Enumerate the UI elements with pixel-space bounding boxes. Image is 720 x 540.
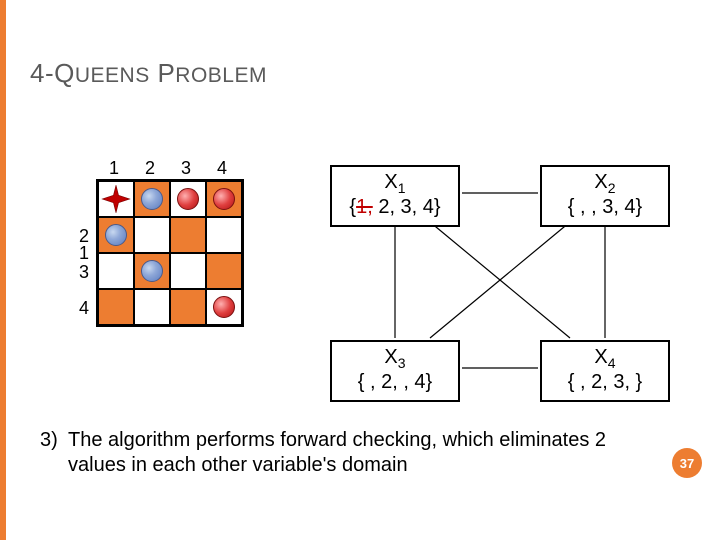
board-cell [170, 217, 206, 253]
board-cell [98, 253, 134, 289]
board-cell [134, 181, 170, 217]
blue-marker-icon [105, 224, 127, 246]
row-label: 2 [72, 226, 96, 247]
col-label: 1 [96, 158, 132, 179]
slide-title: 4-QUEENS PROBLEM [30, 58, 267, 89]
row-label: 4 [72, 298, 96, 319]
board-cell [98, 217, 134, 253]
caption: 3)The algorithm performs forward checkin… [40, 428, 640, 478]
board-cell [170, 289, 206, 325]
chessboard: 1 2 3 4 1 234 [72, 158, 244, 327]
red-marker-icon [213, 296, 235, 318]
queen-star-icon [101, 184, 131, 214]
caption-number: 3) [40, 428, 68, 453]
variable-name: X4 [552, 346, 658, 371]
variable-box-x3: X3{ , 2, , 4} [330, 340, 460, 402]
board-cell [206, 253, 242, 289]
title-4: 4 [30, 58, 45, 88]
board-cell [134, 253, 170, 289]
red-marker-icon [213, 188, 235, 210]
title-ueens: UEENS [75, 64, 150, 87]
col-label: 3 [168, 158, 204, 179]
variable-domain: { , , 3, 4} [568, 196, 643, 218]
variable-domain: {1, 2, 3, 4} [349, 196, 440, 218]
col-label: 2 [132, 158, 168, 179]
blue-marker-icon [141, 260, 163, 282]
variable-domain: { , 2, 3, } [568, 371, 643, 393]
variable-domain: { , 2, , 4} [358, 371, 433, 393]
variable-name: X3 [342, 346, 448, 371]
page-number: 37 [680, 456, 694, 471]
constraint-edge [430, 222, 570, 338]
col-label: 4 [204, 158, 240, 179]
board-cell [206, 217, 242, 253]
page-number-badge: 37 [672, 448, 702, 478]
red-marker-icon [177, 188, 199, 210]
board-cell [170, 181, 206, 217]
title-dashQ: -Q [45, 58, 75, 88]
variable-name: X1 [342, 171, 448, 196]
variable-box-x2: X2{ , , 3, 4} [540, 165, 670, 227]
board-cell [134, 289, 170, 325]
accent-left-bar [0, 0, 6, 540]
board-cell [134, 217, 170, 253]
variable-box-x1: X1{1, 2, 3, 4} [330, 165, 460, 227]
variable-box-x4: X4{ , 2, 3, } [540, 340, 670, 402]
caption-body: The algorithm performs forward checking,… [68, 428, 628, 478]
blue-marker-icon [141, 188, 163, 210]
board-cell [206, 289, 242, 325]
board-cell [98, 181, 134, 217]
board-grid [96, 179, 244, 327]
variable-name: X2 [552, 171, 658, 196]
row-label: 3 [72, 262, 96, 283]
board-col-labels: 1 2 3 4 [96, 158, 244, 179]
title-roblem: ROBLEM [175, 64, 267, 87]
board-cell [170, 253, 206, 289]
constraint-edge [430, 222, 570, 338]
title-P: P [150, 58, 176, 88]
board-cell [98, 289, 134, 325]
board-cell [206, 181, 242, 217]
